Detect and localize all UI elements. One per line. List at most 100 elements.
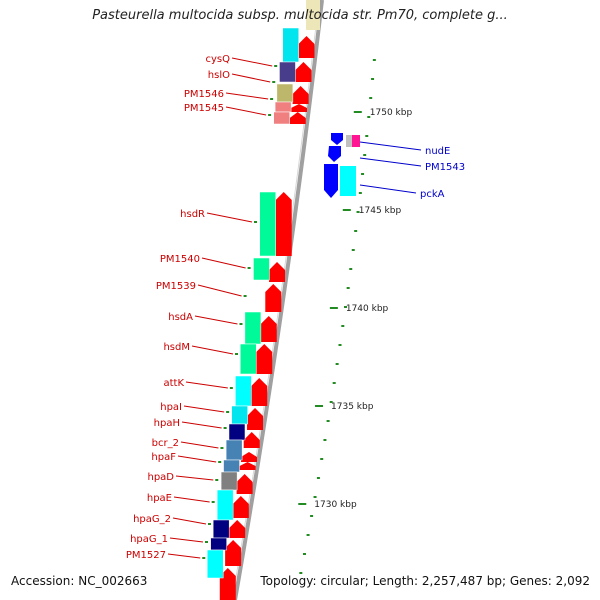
- leader-dot: [239, 323, 243, 325]
- gene-label-pcka: pckA: [420, 189, 445, 200]
- label-leader: [206, 212, 253, 223]
- leader-dot: [268, 114, 272, 116]
- gene-labels: cysQ hslO PM1546 PM1545 hsdR PM1540 PM1539 hsdA…: [126, 54, 465, 561]
- leader-dot: [272, 81, 276, 83]
- gene-block: [210, 537, 227, 551]
- label-leader: [183, 405, 225, 413]
- forward-gene-arrow: [298, 36, 315, 58]
- tick-marks: [298, 59, 376, 574]
- reverse-gene-arrow: [331, 133, 343, 145]
- label-leader: [173, 496, 210, 503]
- label-leader: [185, 381, 228, 389]
- forward-gene-arrow: [292, 86, 309, 104]
- gene-block: [212, 519, 230, 539]
- label-leader: [194, 315, 238, 325]
- gene-block: [276, 83, 294, 103]
- topology-text: Topology: circular; Length: 2,257,487 bp…: [258, 574, 592, 588]
- gene-label-hpai: hpaI: [160, 402, 182, 413]
- leader-dot: [229, 387, 233, 389]
- gene-block: [223, 459, 240, 473]
- gene-label-pm1539: PM1539: [156, 281, 196, 292]
- label-leader: [201, 257, 246, 269]
- gene-label-hpah: hpaH: [154, 418, 180, 429]
- leader-dot: [226, 411, 230, 413]
- leader-dot: [223, 427, 227, 429]
- forward-gene-arrow: [269, 262, 286, 282]
- gene-block: [216, 489, 234, 521]
- forward-gene-arrow: [236, 474, 253, 494]
- gene-label-hpaf: hpaF: [151, 452, 176, 463]
- gene-block: [240, 343, 257, 375]
- leader-dot: [211, 501, 215, 503]
- label-leader: [359, 141, 422, 151]
- forward-gene-arrow: [247, 408, 264, 430]
- gene-block: [352, 135, 360, 147]
- leader-dot: [218, 461, 222, 463]
- kbp-label: 1745 kbp: [359, 206, 402, 216]
- reverse-gene-arrow: [328, 146, 341, 162]
- label-leader: [181, 421, 222, 429]
- forward-gene-arrow: [275, 192, 292, 256]
- forward-gene-arrow: [289, 112, 306, 124]
- gene-block: [340, 166, 356, 196]
- leader-dot: [208, 523, 212, 525]
- leader-dot: [243, 295, 247, 297]
- forward-gene-arrow: [290, 104, 307, 112]
- kbp-label: 1740 kbp: [346, 304, 389, 314]
- leader-dot: [220, 447, 224, 449]
- backbone-line: [233, 0, 324, 600]
- gene-label-pm1540: PM1540: [160, 254, 200, 265]
- gene-label-hslo: hslO: [208, 70, 230, 81]
- forward-gene-arrow: [241, 452, 258, 462]
- kbp-label: 1735 kbp: [331, 402, 374, 412]
- label-leader: [169, 537, 204, 543]
- label-leader: [177, 455, 217, 463]
- gene-block: [235, 375, 252, 407]
- gene-block: [225, 439, 243, 461]
- gene-label-pm1545: PM1545: [184, 103, 224, 114]
- gene-label-pm1546: PM1546: [184, 89, 224, 100]
- gene-block: [228, 423, 246, 441]
- gene-block: [259, 191, 276, 257]
- gene-label-hsdr: hsdR: [180, 209, 205, 220]
- gene-label-hpag_2: hpaG_2: [133, 514, 171, 525]
- forward-gene-arrow: [229, 520, 246, 538]
- leader-dot: [247, 267, 251, 269]
- label-leader: [231, 57, 273, 67]
- gene-block: [244, 311, 262, 345]
- forward-gene-arrow: [232, 496, 249, 518]
- label-leader: [197, 284, 242, 297]
- gene-block: [206, 549, 224, 579]
- gene-label-cysq: cysQ: [206, 54, 231, 65]
- gene-block: [231, 405, 248, 425]
- forward-gene-arrow: [260, 316, 277, 342]
- label-leader: [359, 157, 422, 167]
- gene-label-hsdm: hsdM: [163, 342, 190, 353]
- label-leader: [191, 345, 234, 355]
- leader-dot: [204, 541, 208, 543]
- accession-text: Accession: NC_002663: [9, 574, 150, 588]
- leader-dot: [274, 65, 278, 67]
- label-leader: [225, 106, 267, 116]
- gene-features: [206, 0, 360, 600]
- forward-gene-arrow: [251, 378, 268, 406]
- label-leader: [167, 553, 201, 559]
- gene-block: [220, 471, 238, 491]
- label-leader: [180, 441, 219, 449]
- gene-block: [346, 135, 352, 147]
- kbp-label: 1730 kbp: [314, 500, 357, 510]
- forward-gene-arrow: [225, 540, 242, 566]
- gene-block: [274, 101, 292, 113]
- map-title: Pasteurella multocida subsp. multocida s…: [92, 8, 508, 23]
- forward-gene-arrow: [265, 284, 282, 312]
- leader-dot: [235, 353, 239, 355]
- forward-gene-arrow: [295, 62, 312, 82]
- leader-dot: [270, 98, 274, 100]
- forward-gene-arrow: [219, 568, 236, 600]
- label-leader: [175, 475, 214, 481]
- gene-block: [282, 27, 299, 63]
- gene-label-bcr_2: bcr_2: [152, 438, 179, 449]
- gene-block: [306, 0, 320, 30]
- gene-label-attk: attK: [163, 378, 184, 389]
